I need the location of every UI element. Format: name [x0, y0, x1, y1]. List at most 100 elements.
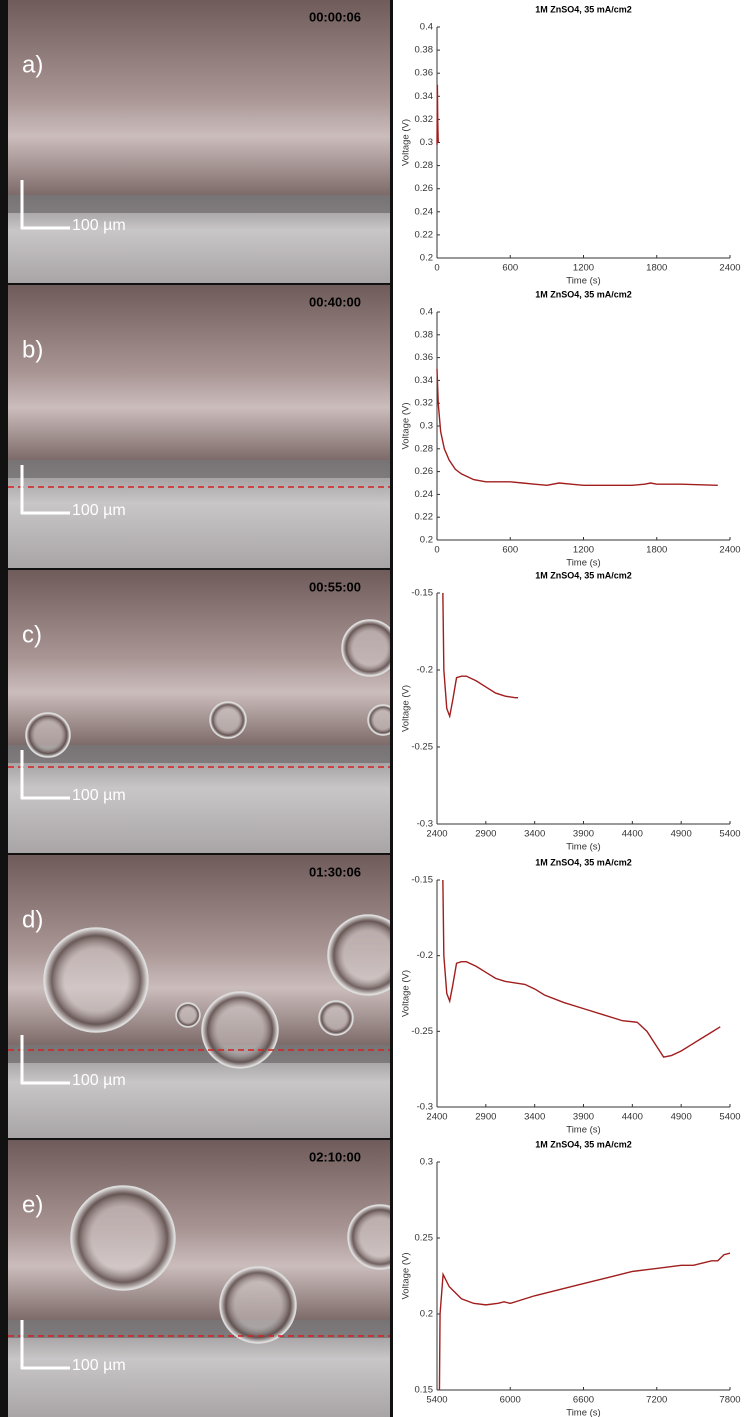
timestamp: 00:55:00	[309, 579, 361, 594]
bubble	[25, 712, 71, 758]
x-tick-label: 2900	[475, 1112, 496, 1123]
x-axis-label: Time (s)	[566, 276, 600, 287]
x-tick-label: 2400	[426, 829, 447, 840]
y-tick-label: -0.15	[411, 875, 433, 886]
x-tick-label: 5400	[719, 829, 740, 840]
y-tick-label: -0.25	[411, 1026, 433, 1037]
x-tick-label: 2400	[719, 545, 740, 556]
scale-bar-label: 100 µm	[72, 787, 126, 804]
deposit-layer	[8, 745, 390, 763]
y-tick-label: 0.2	[420, 1309, 433, 1320]
y-axis-label: Voltage (V)	[401, 970, 412, 1017]
scale-bar-label: 100 µm	[72, 502, 126, 519]
y-tick-label: 0.4	[420, 307, 433, 318]
bubble	[341, 619, 390, 677]
y-tick-label: 0.32	[415, 114, 434, 125]
bubble	[70, 1185, 176, 1291]
y-axis-label: Voltage (V)	[401, 685, 412, 732]
chart-title: 1M ZnSO4, 35 mA/cm2	[535, 1139, 632, 1149]
micrograph: 100 µm e) 02:10:00	[8, 1140, 390, 1417]
x-tick-label: 6600	[573, 1395, 594, 1406]
y-tick-label: 0.24	[415, 206, 434, 217]
y-tick-label: 0.28	[415, 443, 434, 454]
x-tick-label: 3400	[524, 1112, 545, 1123]
micrograph: 100 µm c) 00:55:00	[8, 570, 390, 853]
y-tick-label: -0.2	[417, 950, 433, 961]
y-tick-label: -0.15	[411, 588, 433, 599]
x-tick-label: 7200	[646, 1395, 667, 1406]
deposit-layer	[8, 460, 390, 478]
y-tick-label: 0.2	[420, 535, 433, 546]
timestamp: 01:30:06	[309, 864, 361, 879]
electrolyte	[8, 1140, 390, 1320]
y-tick-label: 0.38	[415, 329, 434, 340]
y-tick-label: 0.22	[415, 512, 434, 523]
y-tick-label: 0.28	[415, 160, 434, 171]
panel-label: d)	[22, 906, 43, 933]
y-tick-label: 0.3	[420, 137, 433, 148]
bubble	[175, 1002, 201, 1028]
x-tick-label: 1800	[646, 263, 667, 274]
deposit-layer	[8, 195, 390, 213]
y-tick-label: 0.2	[420, 253, 433, 264]
bubble	[201, 991, 279, 1069]
panel-label: e)	[22, 1191, 43, 1218]
y-tick-label: 0.3	[420, 1157, 433, 1168]
bubble	[219, 1266, 297, 1344]
x-tick-label: 2400	[426, 1112, 447, 1123]
x-tick-label: 6000	[500, 1395, 521, 1406]
timestamp: 02:10:00	[309, 1149, 361, 1164]
y-tick-label: 0.26	[415, 466, 434, 477]
y-tick-label: 0.36	[415, 352, 434, 363]
bubble	[209, 701, 247, 739]
chart-title: 1M ZnSO4, 35 mA/cm2	[535, 4, 632, 14]
bubble	[327, 914, 390, 996]
line-series	[436, 84, 439, 145]
x-tick-label: 4400	[622, 1112, 643, 1123]
scale-bar-label: 100 µm	[72, 217, 126, 234]
x-axis-label: Time (s)	[566, 1125, 600, 1136]
x-tick-label: 5400	[719, 1112, 740, 1123]
x-tick-label: 3900	[573, 1112, 594, 1123]
x-tick-label: 2400	[719, 263, 740, 274]
y-tick-label: 0.36	[415, 68, 434, 79]
panel-label: c)	[22, 621, 42, 648]
x-tick-label: 0	[434, 545, 439, 556]
y-axis-label: Voltage (V)	[401, 403, 412, 450]
x-tick-label: 1200	[573, 263, 594, 274]
x-tick-label: 3400	[524, 829, 545, 840]
y-tick-label: 0.25	[415, 1233, 434, 1244]
scale-bar-label: 100 µm	[72, 1357, 126, 1374]
bubble	[318, 1000, 354, 1036]
timestamp: 00:00:06	[309, 9, 361, 24]
y-tick-label: -0.25	[411, 742, 433, 753]
bubble	[367, 704, 390, 736]
x-tick-label: 5400	[426, 1395, 447, 1406]
electrolyte	[8, 285, 390, 460]
line-series	[442, 592, 519, 719]
y-tick-label: 0.4	[420, 22, 433, 33]
x-tick-label: 0	[434, 263, 439, 274]
chart-title: 1M ZnSO4, 35 mA/cm2	[535, 289, 632, 299]
bubble	[43, 927, 149, 1033]
y-tick-label: 0.15	[415, 1385, 434, 1396]
chart-title: 1M ZnSO4, 35 mA/cm2	[535, 857, 632, 867]
y-tick-label: 0.24	[415, 489, 434, 500]
chart-title: 1M ZnSO4, 35 mA/cm2	[535, 570, 632, 580]
x-tick-label: 4900	[671, 829, 692, 840]
panel-label: b)	[22, 336, 43, 363]
micrograph: 100 µm d) 01:30:06	[8, 855, 390, 1138]
electrolyte	[8, 0, 390, 195]
scale-bar-label: 100 µm	[72, 1072, 126, 1089]
x-tick-label: 2900	[475, 829, 496, 840]
y-tick-label: -0.3	[417, 1102, 433, 1113]
y-tick-label: -0.3	[417, 819, 433, 830]
x-axis-label: Time (s)	[566, 842, 600, 853]
x-axis-label: Time (s)	[566, 1408, 600, 1417]
timestamp: 00:40:00	[309, 294, 361, 309]
bubble	[347, 1204, 390, 1270]
panel-label: a)	[22, 51, 43, 78]
y-tick-label: 0.32	[415, 398, 434, 409]
y-tick-label: 0.22	[415, 229, 434, 240]
